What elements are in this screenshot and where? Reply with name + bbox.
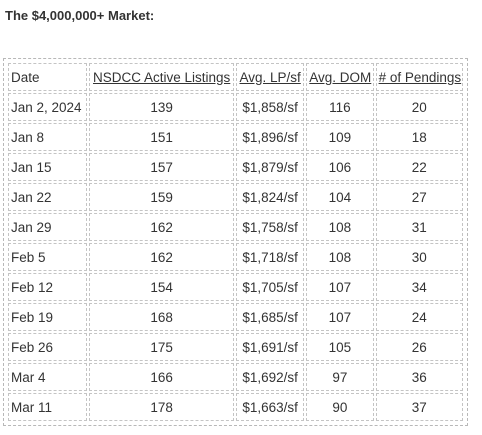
cell-avg-dom: 104 — [306, 183, 374, 211]
cell-pendings: 26 — [375, 333, 463, 361]
cell-pendings: 20 — [375, 93, 463, 121]
cell-avg-lp-sf: $1,692/sf — [235, 363, 305, 391]
cell-avg-lp-sf: $1,758/sf — [235, 213, 305, 241]
page-title: The $4,000,000+ Market: — [5, 8, 155, 23]
table-row: Jan 15 157 $1,879/sf 106 22 — [8, 153, 463, 181]
cell-pendings: 18 — [375, 123, 463, 151]
cell-date: Feb 26 — [8, 333, 88, 361]
cell-active-listings: 157 — [89, 153, 234, 181]
cell-avg-lp-sf: $1,824/sf — [235, 183, 305, 211]
cell-avg-lp-sf: $1,685/sf — [235, 303, 305, 331]
table-row: Mar 4 166 $1,692/sf 97 36 — [8, 363, 463, 391]
cell-avg-dom: 107 — [306, 273, 374, 301]
cell-avg-dom: 105 — [306, 333, 374, 361]
cell-avg-lp-sf: $1,691/sf — [235, 333, 305, 361]
cell-date: Feb 12 — [8, 273, 88, 301]
cell-active-listings: 166 — [89, 363, 234, 391]
cell-date: Jan 2, 2024 — [8, 93, 88, 121]
cell-pendings: 24 — [375, 303, 463, 331]
header-avg-dom: Avg. DOM — [306, 63, 374, 91]
header-active-listings: NSDCC Active Listings — [89, 63, 234, 91]
cell-pendings: 37 — [375, 393, 463, 421]
cell-active-listings: 168 — [89, 303, 234, 331]
table-row: Feb 26 175 $1,691/sf 105 26 — [8, 333, 463, 361]
table-row: Jan 8 151 $1,896/sf 109 18 — [8, 123, 463, 151]
cell-avg-lp-sf: $1,663/sf — [235, 393, 305, 421]
cell-avg-dom: 108 — [306, 213, 374, 241]
cell-active-listings: 178 — [89, 393, 234, 421]
cell-avg-dom: 107 — [306, 303, 374, 331]
table-row: Feb 5 162 $1,718/sf 108 30 — [8, 243, 463, 271]
header-avg-lp-sf: Avg. LP/sf — [235, 63, 305, 91]
cell-pendings: 36 — [375, 363, 463, 391]
cell-avg-dom: 90 — [306, 393, 374, 421]
cell-active-listings: 159 — [89, 183, 234, 211]
table-row: Jan 22 159 $1,824/sf 104 27 — [8, 183, 463, 211]
cell-date: Jan 22 — [8, 183, 88, 211]
table-body: Jan 2, 2024 139 $1,858/sf 116 20 Jan 8 1… — [8, 93, 463, 421]
market-table: Date NSDCC Active Listings Avg. LP/sf Av… — [6, 61, 465, 423]
table-row: Jan 2, 2024 139 $1,858/sf 116 20 — [8, 93, 463, 121]
table-row: Jan 29 162 $1,758/sf 108 31 — [8, 213, 463, 241]
cell-avg-dom: 106 — [306, 153, 374, 181]
cell-date: Feb 5 — [8, 243, 88, 271]
cell-active-listings: 139 — [89, 93, 234, 121]
table-row: Feb 12 154 $1,705/sf 107 34 — [8, 273, 463, 301]
cell-avg-lp-sf: $1,896/sf — [235, 123, 305, 151]
header-date: Date — [8, 63, 88, 91]
table-header-row: Date NSDCC Active Listings Avg. LP/sf Av… — [8, 63, 463, 91]
cell-pendings: 22 — [375, 153, 463, 181]
cell-pendings: 34 — [375, 273, 463, 301]
cell-pendings: 30 — [375, 243, 463, 271]
cell-pendings: 31 — [375, 213, 463, 241]
cell-avg-lp-sf: $1,705/sf — [235, 273, 305, 301]
market-table-container: Date NSDCC Active Listings Avg. LP/sf Av… — [3, 58, 468, 426]
cell-date: Mar 4 — [8, 363, 88, 391]
cell-date: Feb 19 — [8, 303, 88, 331]
cell-avg-dom: 109 — [306, 123, 374, 151]
cell-date: Jan 29 — [8, 213, 88, 241]
cell-date: Jan 8 — [8, 123, 88, 151]
cell-avg-lp-sf: $1,858/sf — [235, 93, 305, 121]
cell-date: Jan 15 — [8, 153, 88, 181]
cell-avg-dom: 116 — [306, 93, 374, 121]
cell-active-listings: 175 — [89, 333, 234, 361]
cell-avg-dom: 108 — [306, 243, 374, 271]
cell-active-listings: 162 — [89, 213, 234, 241]
cell-date: Mar 11 — [8, 393, 88, 421]
cell-avg-lp-sf: $1,718/sf — [235, 243, 305, 271]
cell-active-listings: 151 — [89, 123, 234, 151]
header-pendings: # of Pendings — [375, 63, 463, 91]
table-row: Feb 19 168 $1,685/sf 107 24 — [8, 303, 463, 331]
table-row: Mar 11 178 $1,663/sf 90 37 — [8, 393, 463, 421]
cell-avg-lp-sf: $1,879/sf — [235, 153, 305, 181]
cell-pendings: 27 — [375, 183, 463, 211]
cell-active-listings: 162 — [89, 243, 234, 271]
cell-active-listings: 154 — [89, 273, 234, 301]
cell-avg-dom: 97 — [306, 363, 374, 391]
